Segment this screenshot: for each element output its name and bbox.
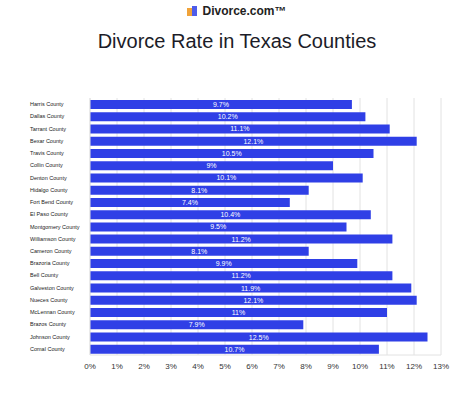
svg-text:Hidalgo County: Hidalgo County xyxy=(30,187,68,193)
svg-text:Johnson County: Johnson County xyxy=(30,334,70,340)
html-text:Divorce.com™: Divorce.com™ xyxy=(202,4,287,18)
svg-text:Montgomery County: Montgomery County xyxy=(30,224,80,230)
svg-text:3%: 3% xyxy=(165,362,177,371)
html-text:Divorce Rate in Texas Counties: Divorce Rate in Texas Counties xyxy=(97,30,377,52)
svg-text:Cameron County: Cameron County xyxy=(30,248,72,254)
svg-text:El Paso County: El Paso County xyxy=(30,211,68,217)
svg-text:Brazoria County: Brazoria County xyxy=(30,260,70,266)
svg-text:8%: 8% xyxy=(300,362,312,371)
svg-text:12%: 12% xyxy=(406,362,422,371)
svg-text:Tarrant County: Tarrant County xyxy=(30,126,66,132)
svg-text:9%: 9% xyxy=(206,162,216,169)
svg-text:Dallas County: Dallas County xyxy=(30,113,64,119)
svg-text:Harris County: Harris County xyxy=(30,101,64,107)
svg-text:10.5%: 10.5% xyxy=(222,150,242,157)
svg-text:Bell County: Bell County xyxy=(30,272,58,278)
svg-text:Bexar County: Bexar County xyxy=(30,138,64,144)
svg-text:11.2%: 11.2% xyxy=(232,236,251,243)
svg-text:12.1%: 12.1% xyxy=(243,138,263,145)
svg-text:Denton County: Denton County xyxy=(30,175,67,181)
svg-text:10.7%: 10.7% xyxy=(225,346,245,353)
svg-text:Collin County: Collin County xyxy=(30,162,63,168)
svg-text:Nueces County: Nueces County xyxy=(30,297,68,303)
svg-text:10%: 10% xyxy=(352,362,368,371)
svg-text:Comal County: Comal County xyxy=(30,346,65,352)
svg-text:7.4%: 7.4% xyxy=(182,199,198,206)
svg-text:9.7%: 9.7% xyxy=(213,101,229,108)
svg-text:2%: 2% xyxy=(138,362,150,371)
svg-text:9%: 9% xyxy=(327,362,339,371)
svg-text:12.5%: 12.5% xyxy=(249,334,269,341)
svg-text:10.2%: 10.2% xyxy=(218,113,238,120)
svg-text:7.9%: 7.9% xyxy=(189,321,205,328)
svg-text:13%: 13% xyxy=(433,362,449,371)
svg-text:6%: 6% xyxy=(246,362,258,371)
svg-text:10.4%: 10.4% xyxy=(220,211,240,218)
svg-text:4%: 4% xyxy=(192,362,204,371)
svg-text:7%: 7% xyxy=(273,362,285,371)
svg-text:Fort Bend County: Fort Bend County xyxy=(30,199,73,205)
svg-text:11%: 11% xyxy=(379,362,394,371)
svg-text:8.1%: 8.1% xyxy=(191,187,207,194)
svg-text:5%: 5% xyxy=(219,362,231,371)
svg-text:0%: 0% xyxy=(84,362,96,371)
svg-text:McLennan County: McLennan County xyxy=(30,309,75,315)
svg-text:8.1%: 8.1% xyxy=(191,248,207,255)
svg-text:Williamson County: Williamson County xyxy=(30,236,76,242)
svg-text:9.5%: 9.5% xyxy=(210,223,226,230)
svg-text:Travis County: Travis County xyxy=(30,150,64,156)
svg-text:9.9%: 9.9% xyxy=(216,260,232,267)
svg-text:11.1%: 11.1% xyxy=(230,125,249,132)
svg-text:10.1%: 10.1% xyxy=(216,174,236,181)
svg-text:Galveston County: Galveston County xyxy=(30,285,74,291)
svg-text:11.9%: 11.9% xyxy=(241,285,260,292)
svg-text:1%: 1% xyxy=(111,362,123,371)
svg-text:12.1%: 12.1% xyxy=(243,297,263,304)
svg-text:Brazos County: Brazos County xyxy=(30,321,66,327)
svg-text:11.2%: 11.2% xyxy=(232,272,251,279)
svg-text:11%: 11% xyxy=(232,309,246,316)
